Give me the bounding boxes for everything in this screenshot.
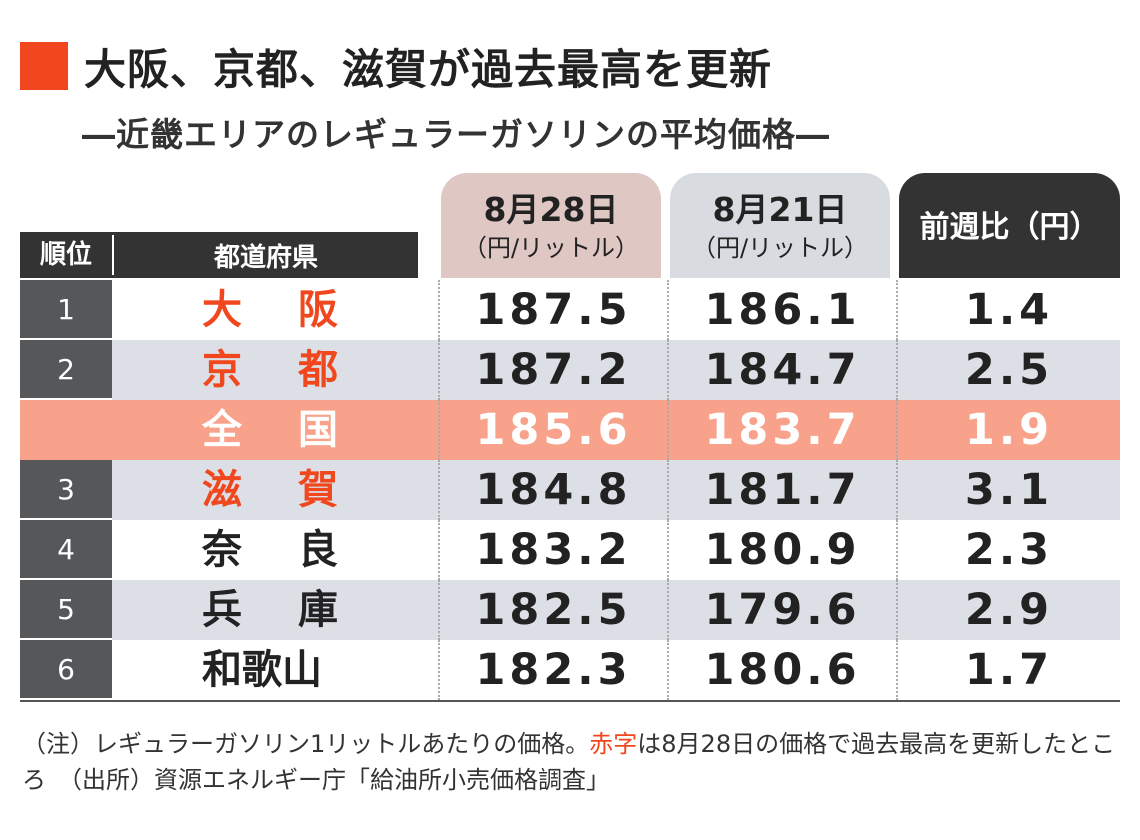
rank-cell: 3	[20, 460, 112, 520]
table-row: 5 兵庫 182.5 179.6 2.9	[20, 580, 1120, 640]
page-title: 大阪、京都、滋賀が過去最高を更新	[84, 44, 773, 94]
price-aug28-cell: 187.5	[438, 280, 667, 340]
price-aug21-cell: 183.7	[667, 400, 896, 460]
header-diff: 前週比（円）	[899, 173, 1120, 278]
rank-cell: 2	[20, 340, 112, 400]
table-row: 3 滋賀 184.8 181.7 3.1	[20, 460, 1120, 520]
price-aug21-cell: 179.6	[667, 580, 896, 640]
price-aug21-cell: 180.6	[667, 640, 896, 700]
title-marker	[20, 42, 68, 90]
price-aug28-cell: 182.5	[438, 580, 667, 640]
prefecture-char: 阪	[298, 287, 338, 333]
prefecture-char: 庫	[298, 587, 338, 633]
price-aug28-cell: 182.3	[438, 640, 667, 700]
header-aug21-date: 8月21日	[712, 190, 848, 229]
diff-cell: 2.5	[896, 340, 1120, 400]
table-row-national: 全国 185.6 183.7 1.9	[20, 400, 1120, 460]
footnote: （注）レギュラーガソリン1リットルあたりの価格。赤字は8月28日の価格で過去最高…	[22, 726, 1122, 798]
table-row: 6 和歌山 182.3 180.6 1.7	[20, 640, 1120, 700]
price-aug28-cell: 184.8	[438, 460, 667, 520]
prefecture-char: 良	[298, 527, 338, 573]
diff-cell: 2.9	[896, 580, 1120, 640]
rank-cell: 4	[20, 520, 112, 580]
rank-cell: 5	[20, 580, 112, 640]
rank-cell: 6	[20, 640, 112, 700]
rank-cell	[20, 400, 112, 460]
header-aug28-unit: （円/リットル）	[462, 234, 640, 262]
diff-cell: 1.9	[896, 400, 1120, 460]
price-aug28-cell: 187.2	[438, 340, 667, 400]
price-aug21-cell: 180.9	[667, 520, 896, 580]
header-aug28: 8月28日 （円/リットル）	[441, 173, 661, 278]
diff-cell: 3.1	[896, 460, 1120, 520]
price-aug21-cell: 186.1	[667, 280, 896, 340]
prefecture-char: 国	[298, 407, 338, 453]
diff-cell: 1.7	[896, 640, 1120, 700]
price-aug21-cell: 181.7	[667, 460, 896, 520]
table-row: 4 奈良 183.2 180.9 2.3	[20, 520, 1120, 580]
price-aug28-cell: 185.6	[438, 400, 667, 460]
prefecture-char: 京	[202, 347, 242, 393]
price-aug21-cell: 184.7	[667, 340, 896, 400]
prefecture-char: 兵	[202, 587, 242, 633]
prefecture-char: 賀	[298, 467, 338, 513]
diff-cell: 1.4	[896, 280, 1120, 340]
prefecture-char: 都	[298, 347, 338, 393]
prefecture-char: 全	[202, 407, 242, 453]
header-diff-label: 前週比（円）	[919, 210, 1100, 245]
prefecture-char: 奈	[202, 527, 242, 573]
page-subtitle: ―近畿エリアのレギュラーガソリンの平均価格―	[82, 115, 830, 154]
header-rank: 順位	[20, 235, 114, 275]
table-bottom-rule	[20, 700, 1120, 702]
prefecture-cell: 和歌山	[112, 640, 438, 700]
table-row: 1 大阪 187.5 186.1 1.4	[20, 280, 1120, 340]
prefecture-cell: 全国	[112, 400, 438, 460]
header-prefecture: 都道府県	[213, 242, 318, 273]
prefecture-name: 和歌山	[202, 647, 322, 693]
diff-cell: 2.3	[896, 520, 1120, 580]
price-table: 1 大阪 187.5 186.1 1.4 2 京都 187.2 184.7 2.5 全国 185.6 1…	[20, 280, 1120, 700]
prefecture-char: 大	[202, 287, 242, 333]
prefecture-cell: 大阪	[112, 280, 438, 340]
table-row: 2 京都 187.2 184.7 2.5	[20, 340, 1120, 400]
header-left: 順位 都道府県	[20, 232, 418, 278]
prefecture-cell: 滋賀	[112, 460, 438, 520]
prefecture-cell: 京都	[112, 340, 438, 400]
prefecture-cell: 兵庫	[112, 580, 438, 640]
header-aug21-unit: （円/リットル）	[691, 234, 869, 262]
title-row: 大阪、京都、滋賀が過去最高を更新	[20, 38, 772, 94]
footnote-red: 赤字	[589, 730, 638, 758]
footnote-part1: （注）レギュラーガソリン1リットルあたりの価格。	[22, 730, 590, 758]
prefecture-char: 滋	[202, 467, 242, 513]
header-aug21: 8月21日 （円/リットル）	[670, 173, 890, 278]
footnote-part2: は8月28日の価格で過去最高を更新したところ （出所）資源エネルギー庁「給油所小…	[22, 730, 1116, 794]
header-aug28-date: 8月28日	[483, 190, 619, 229]
rank-cell: 1	[20, 280, 112, 340]
prefecture-cell: 奈良	[112, 520, 438, 580]
price-aug28-cell: 183.2	[438, 520, 667, 580]
